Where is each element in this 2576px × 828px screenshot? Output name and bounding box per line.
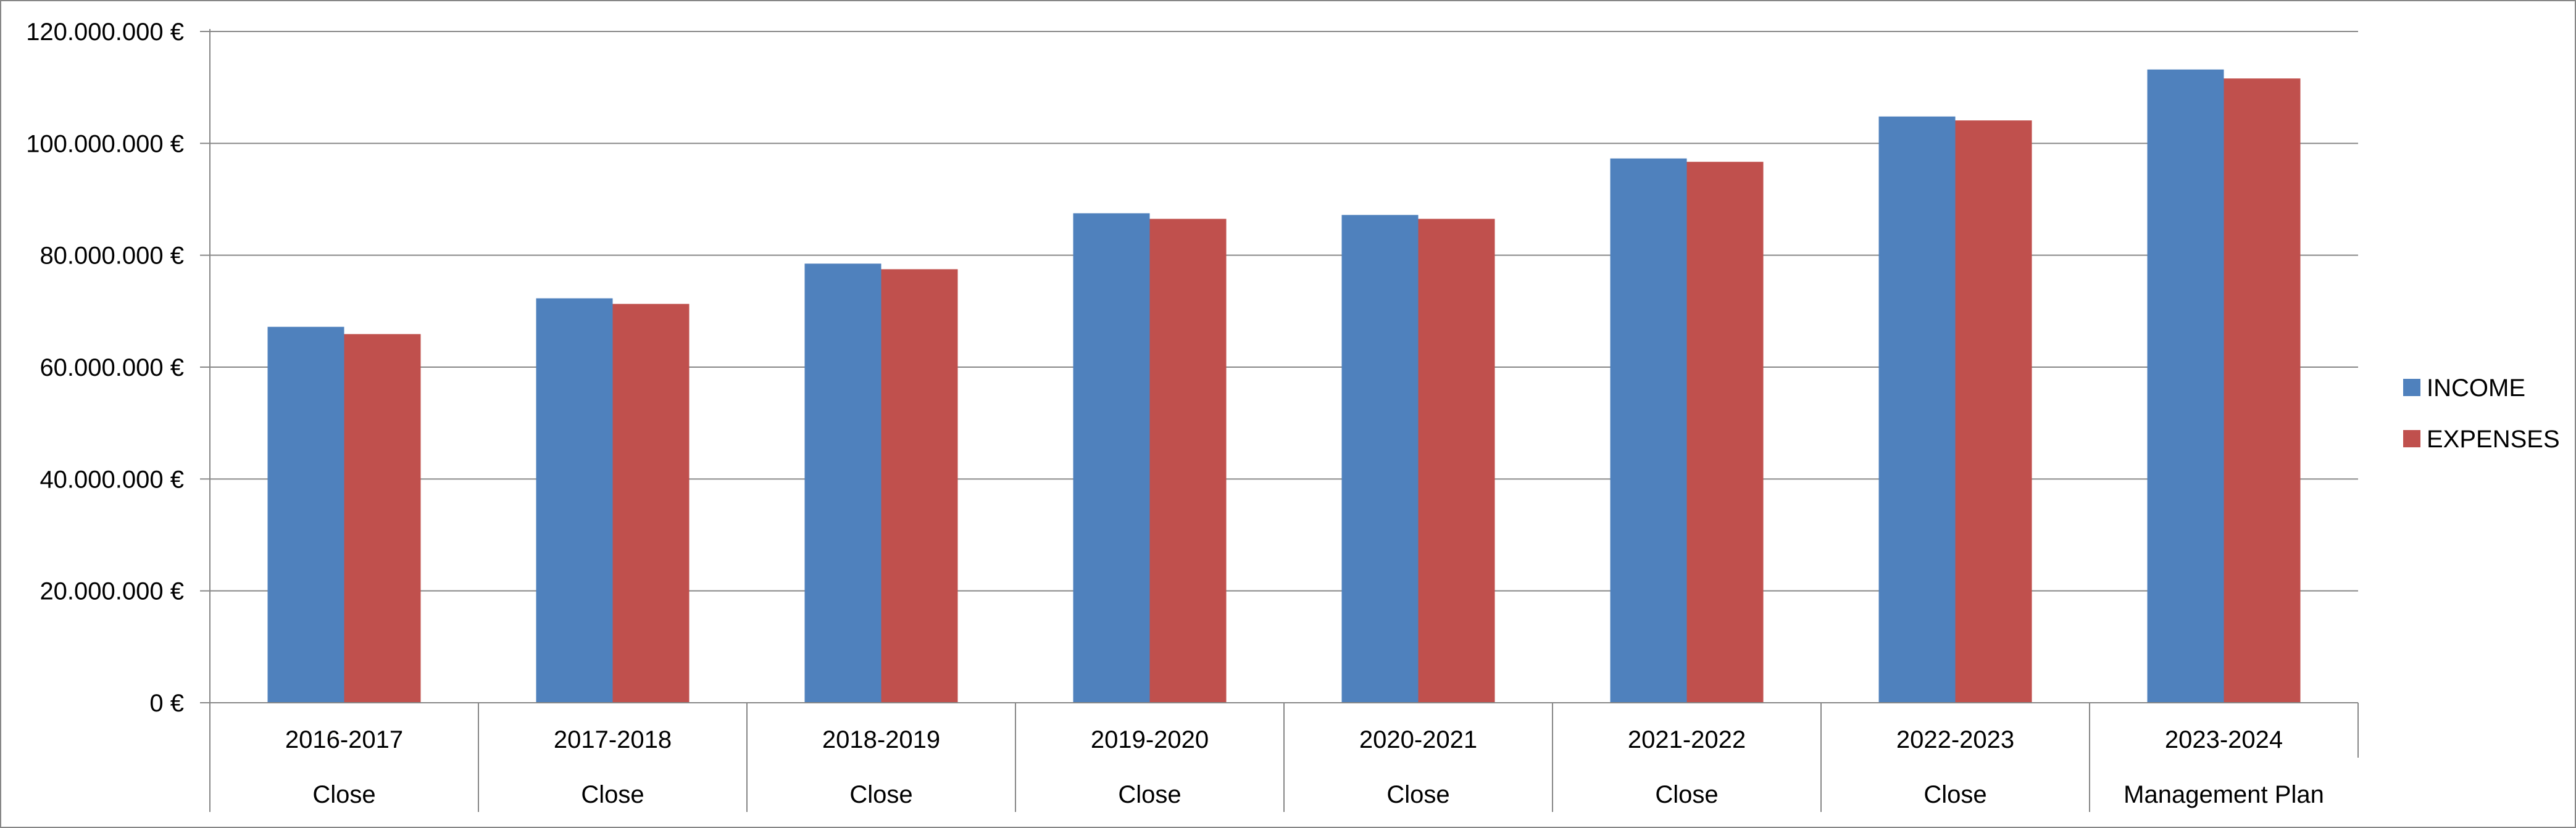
legend-swatch-expenses — [2403, 430, 2420, 447]
y-tick-label: 20.000.000 € — [40, 578, 184, 605]
bar-income-2016-2017 — [267, 326, 344, 703]
legend-swatch-income — [2403, 379, 2420, 396]
bar-income-2020-2021 — [1341, 215, 1419, 703]
x-tick-label: 2022-2023 — [1896, 726, 2014, 753]
y-tick-label: 60.000.000 € — [40, 354, 184, 381]
y-tick-label: 80.000.000 € — [40, 242, 184, 270]
bar-income-2023-2024 — [2147, 69, 2224, 703]
bar-income-2017-2018 — [536, 298, 613, 703]
bar-expenses-2021-2022 — [1686, 162, 1764, 703]
x-tick-label: 2017-2018 — [554, 726, 672, 753]
bar-income-2019-2020 — [1073, 213, 1150, 703]
x-tick-label: 2016-2017 — [285, 726, 403, 753]
y-tick-label: 40.000.000 € — [40, 466, 184, 493]
x-sublabel: Close — [849, 781, 912, 808]
x-sublabel: Close — [1924, 781, 1986, 808]
x-sublabel: Close — [1655, 781, 1718, 808]
x-tick-label: 2023-2024 — [2165, 726, 2283, 753]
bar-expenses-2016-2017 — [344, 334, 421, 703]
bar-income-2022-2023 — [1878, 116, 1956, 703]
bar-expenses-2020-2021 — [1418, 218, 1495, 703]
bar-expenses-2022-2023 — [1955, 120, 2032, 703]
bar-expenses-2017-2018 — [612, 304, 690, 703]
x-tick-label: 2018-2019 — [822, 726, 940, 753]
bar-income-2021-2022 — [1610, 158, 1687, 703]
x-tick-label: 2021-2022 — [1628, 726, 1746, 753]
x-tick-label: 2020-2021 — [1359, 726, 1477, 753]
legend-label-income: INCOME — [2427, 375, 2525, 402]
y-tick-label: 0 € — [149, 690, 184, 717]
y-tick-label: 100.000.000 € — [26, 130, 184, 157]
bar-income-2018-2019 — [804, 263, 882, 703]
y-tick-label: 120.000.000 € — [26, 19, 184, 46]
legend-label-expenses: EXPENSES — [2427, 426, 2560, 453]
x-sublabel: Close — [1118, 781, 1181, 808]
x-sublabel: Management Plan — [2124, 781, 2324, 808]
x-sublabel: Close — [581, 781, 644, 808]
bar-expenses-2019-2020 — [1149, 218, 1227, 703]
bar-expenses-2018-2019 — [881, 269, 958, 703]
bar-expenses-2023-2024 — [2224, 78, 2301, 703]
x-tick-label: 2019-2020 — [1091, 726, 1209, 753]
x-sublabel: Close — [312, 781, 375, 808]
x-sublabel: Close — [1386, 781, 1449, 808]
